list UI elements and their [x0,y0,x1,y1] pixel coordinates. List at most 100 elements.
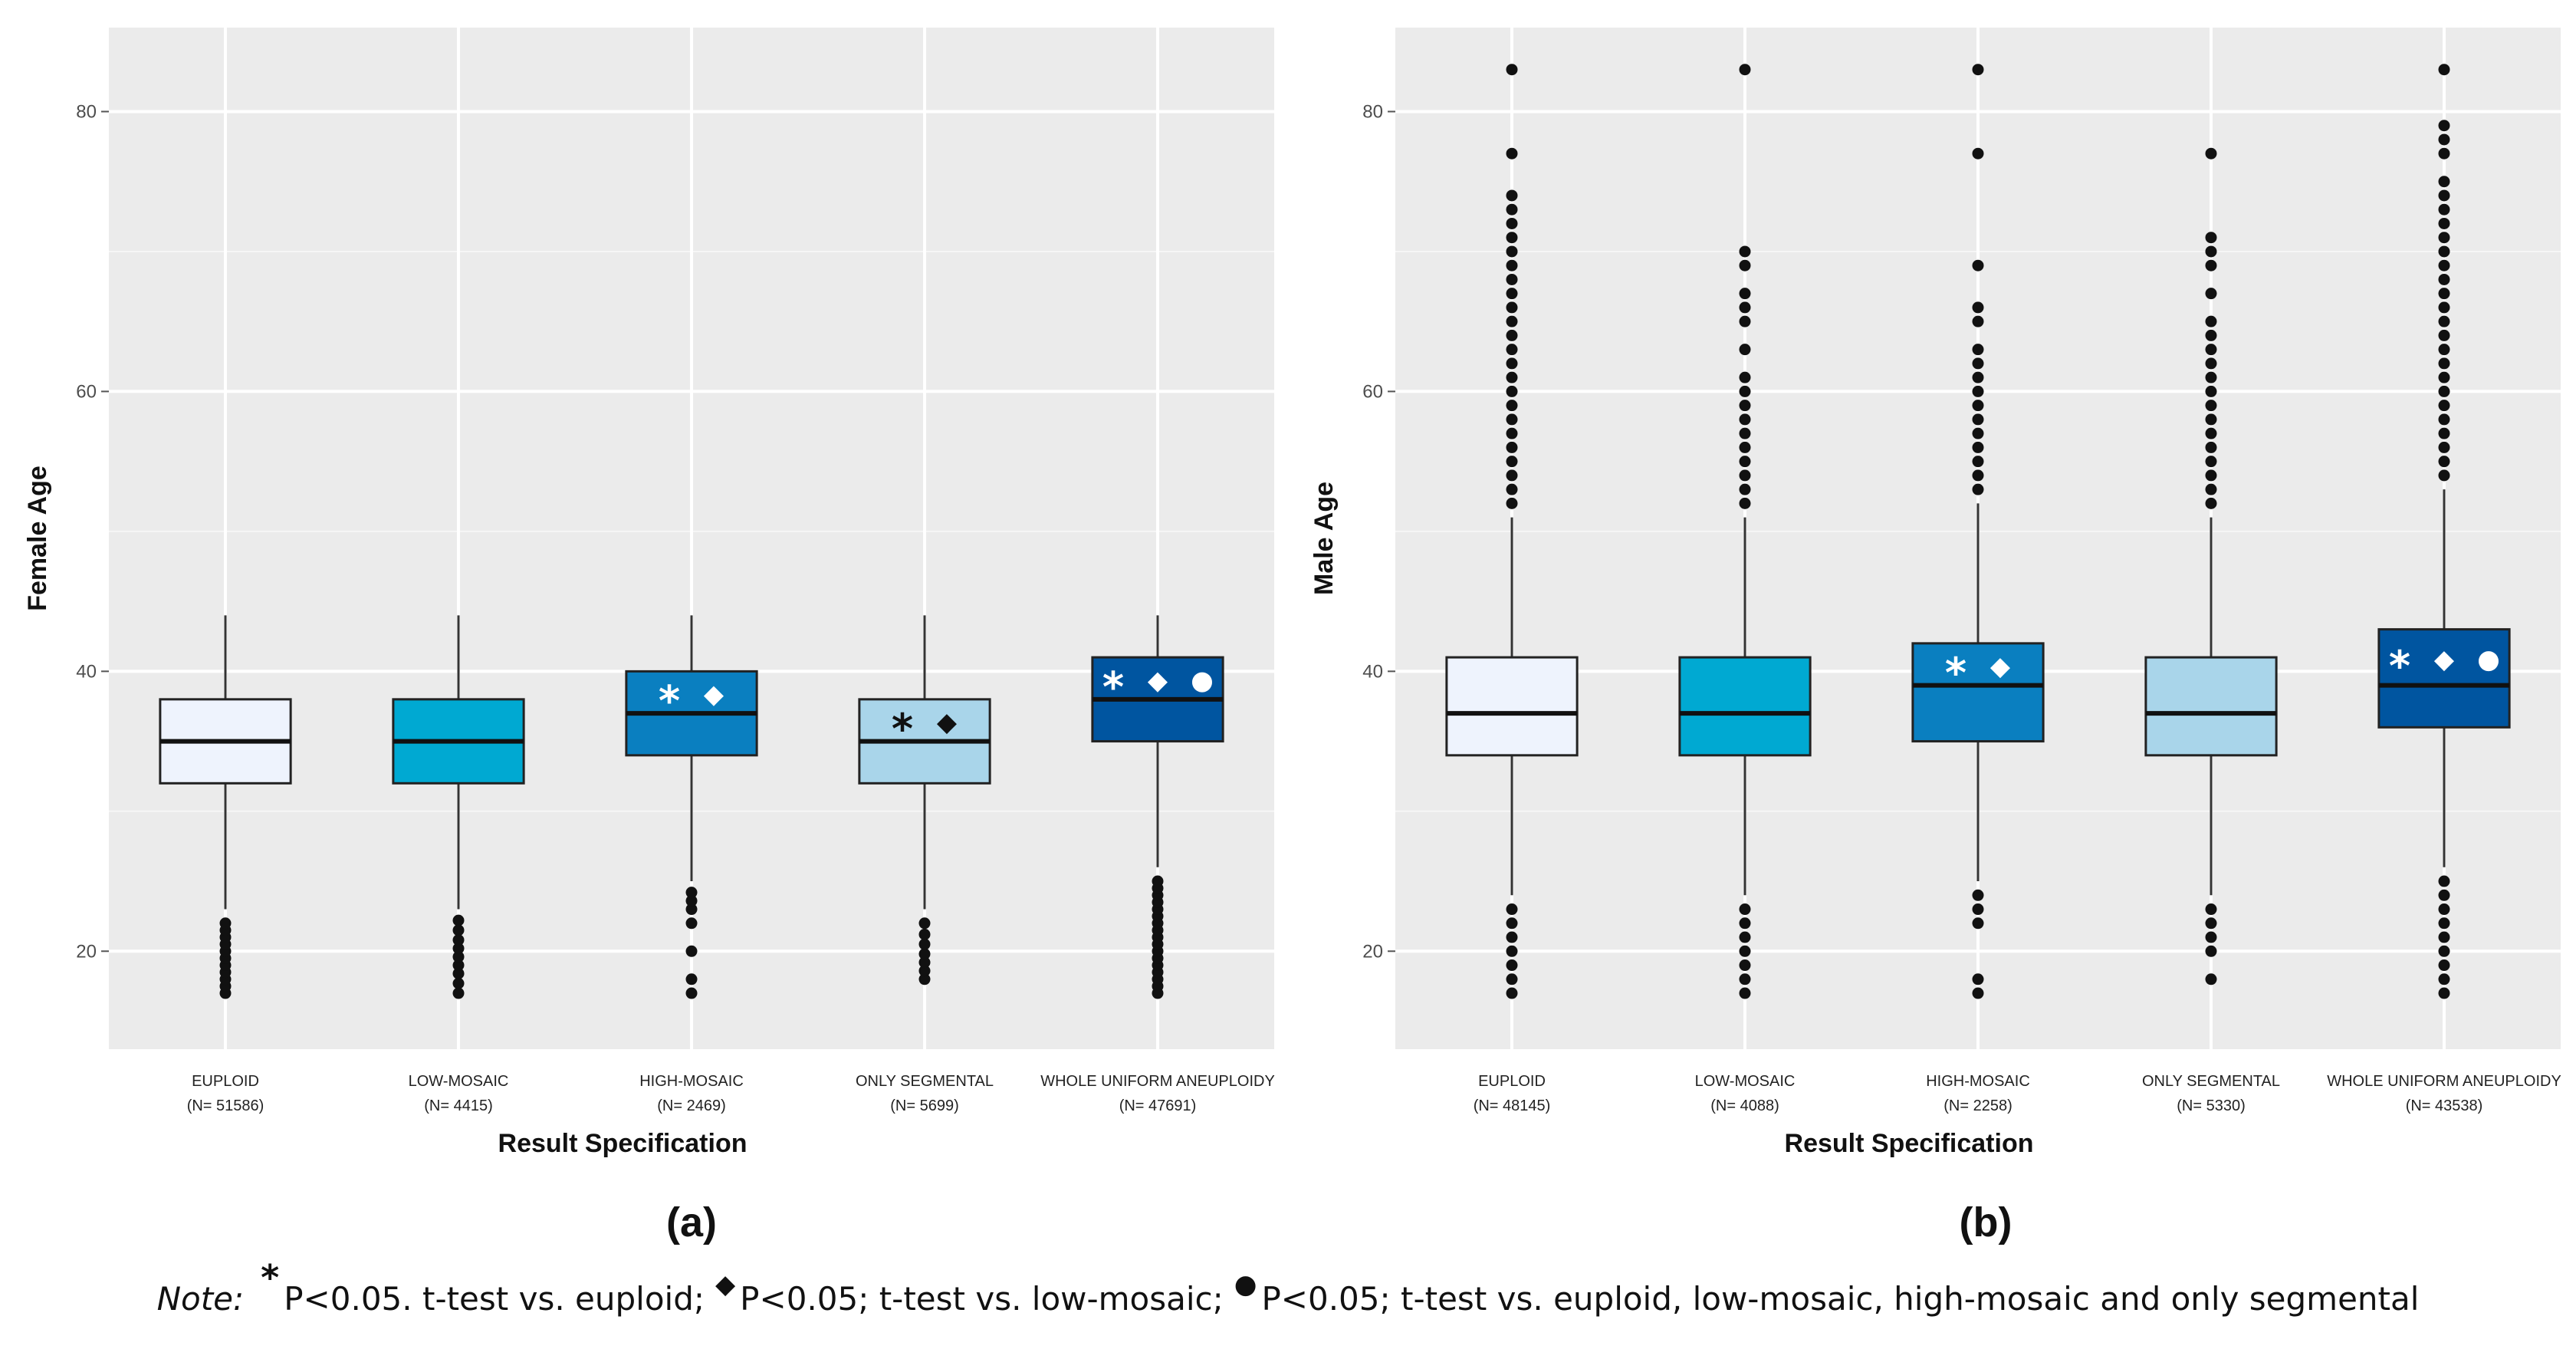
category-label-background [113,1055,337,1129]
outlier-point [2438,973,2450,986]
box-group: * ◆ ● [2377,64,2511,999]
outlier-point [1972,385,1984,397]
outlier-point [1972,889,1984,901]
outlier-point [1972,371,1984,383]
note-item-diamond: P<0.05; t-test vs. low-mosaic; [740,1280,1224,1318]
outlier-point [1506,217,1518,229]
outlier-point [452,914,465,926]
chart-panel: 20 40 60 80 Female Age EUPLOID (N= 51586) LOW-M… [23,28,1275,1245]
outlier-point [1972,400,1984,412]
outlier-point [1739,917,1751,930]
category-label-background [1400,1055,1624,1129]
outlier-point [2438,987,2450,999]
outlier-point [1972,64,1984,76]
outlier-point [2438,903,2450,916]
category-label-background [580,1055,803,1129]
diamond-marker: ◆ [937,707,958,738]
asterisk-marker: * [2389,642,2410,690]
outlier-point [2205,344,2217,356]
outlier-point [2438,427,2450,439]
iqr-box [1445,656,1579,757]
outlier-point [1506,371,1518,383]
outlier-point [2205,245,2217,258]
category-n-label: (N= 5699) [890,1097,959,1114]
diamond-marker: ◆ [2434,644,2455,675]
outlier-point [452,924,465,936]
note-item-circle: P<0.05; t-test vs. euploid, low-mosaic, … [1261,1280,2420,1318]
outlier-point [2205,483,2217,495]
diamond-marker: ◆ [1148,665,1168,696]
outlier-point [1972,147,1984,160]
outlier-point [2438,344,2450,356]
outlier-point [2438,959,2450,972]
outlier-point [1506,344,1518,356]
outlier-point [1972,344,1984,356]
outlier-point [1506,441,1518,453]
outlier-point [2438,217,2450,229]
outlier-point [1506,259,1518,271]
outlier-point [2438,875,2450,887]
circle-icon: ● [1234,1269,1257,1300]
outlier-point [1739,64,1751,76]
outlier-point [1972,259,1984,271]
outlier-point [2438,385,2450,397]
category-n-label: (N= 47691) [1119,1097,1197,1114]
category-n-label: (N= 51586) [187,1097,264,1114]
outlier-point [2205,371,2217,383]
outlier-point [1739,259,1751,271]
y-tick-label: 80 [1362,101,1383,122]
circle-marker: ● [2477,644,2500,675]
outlier-point [1506,245,1518,258]
outlier-point [2438,889,2450,901]
outlier-point [685,917,698,930]
outlier-point [1506,931,1518,943]
outlier-point [2438,288,2450,300]
outlier-point [1739,973,1751,986]
box-group: * ◆ [625,615,758,999]
y-axis-title: Female Age [23,466,52,611]
outlier-point [1506,385,1518,397]
outlier-point [918,973,931,986]
category-label-background [2332,1055,2556,1129]
outlier-point [2438,413,2450,426]
category-label-background [2099,1055,2323,1129]
outlier-point [1972,987,1984,999]
outlier-point [2438,147,2450,160]
outlier-point [1972,456,1984,468]
outlier-point [1739,371,1751,383]
outlier-point [2438,945,2450,957]
category-label: LOW-MOSAIC [1695,1073,1796,1090]
outlier-point [1739,959,1751,972]
box-group [1445,64,1579,999]
category-label: EUPLOID [192,1073,259,1090]
category-n-label: (N= 5330) [2177,1097,2246,1114]
outlier-point [1506,301,1518,314]
iqr-box [1678,656,1812,757]
outlier-point [1739,301,1751,314]
circle-marker: ● [1191,665,1214,696]
outlier-point [1739,945,1751,957]
outlier-point [2205,315,2217,327]
outlier-point [452,951,465,963]
outlier-point [685,973,698,986]
category-label-background [1633,1055,1857,1129]
outlier-point [2438,456,2450,468]
asterisk-marker: * [892,705,913,753]
outlier-point [1739,245,1751,258]
outlier-point [1506,400,1518,412]
category-n-label: (N= 43538) [2406,1097,2483,1114]
outlier-point [2438,301,2450,314]
iqr-box [2377,628,2511,729]
outlier-point [918,965,931,977]
outlier-point [2438,441,2450,453]
outlier-point [685,945,698,957]
asterisk-marker: * [659,677,680,726]
box-group [1678,64,1812,999]
outlier-point [2205,147,2217,160]
outlier-point [1739,441,1751,453]
category-label: WHOLE UNIFORM ANEUPLOIDY [2327,1073,2561,1090]
outlier-point [918,956,931,969]
outlier-point [1152,875,1164,887]
significance-note: Note: * P<0.05. t-test vs. euploid; ◆ P<… [0,1257,2576,1346]
